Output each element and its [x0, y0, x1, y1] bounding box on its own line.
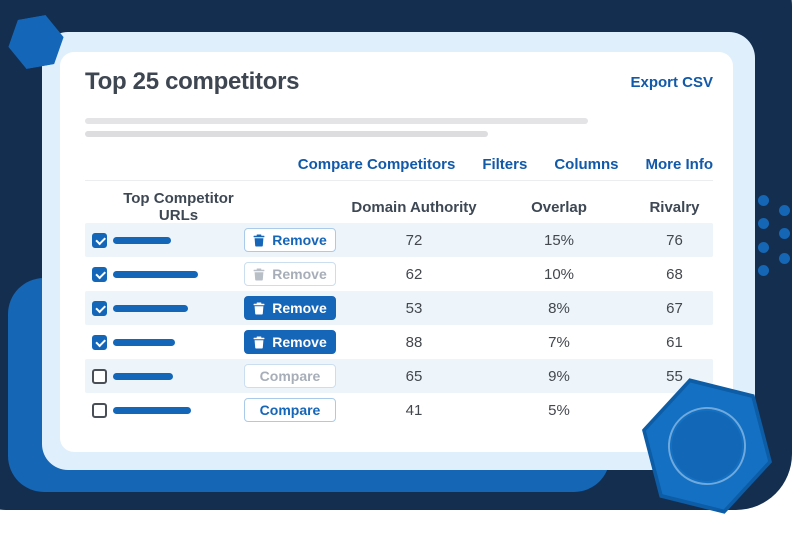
dot: [779, 205, 790, 216]
table-row: Compare 41 5%: [85, 393, 713, 427]
domain-authority-value: 65: [405, 367, 423, 385]
trash-icon: [253, 336, 265, 349]
row-action-label: Remove: [272, 334, 327, 350]
table-row: Remove 62 10% 68: [85, 257, 713, 291]
more-info-link[interactable]: More Info: [645, 155, 714, 173]
card-header: Top 25 competitors Export CSV: [85, 68, 713, 96]
column-header-urls: Top Competitor URLs: [123, 190, 234, 224]
dot: [779, 253, 790, 264]
row-checkbox[interactable]: [92, 266, 107, 282]
row-action-button[interactable]: Remove: [244, 262, 336, 286]
row-action-button[interactable]: Compare: [244, 398, 336, 422]
dot: [758, 265, 769, 276]
overlap-value: 15%: [543, 231, 575, 249]
dot: [758, 195, 769, 206]
domain-authority-value: 62: [405, 265, 423, 283]
table-toolbar: Compare Competitors Filters Columns More…: [85, 153, 713, 175]
skeleton-text-bar: [85, 131, 488, 137]
overlap-value: 8%: [548, 299, 570, 317]
row-checkbox[interactable]: [92, 300, 107, 316]
rivalry-value: 67: [666, 299, 683, 317]
rivalry-value: 68: [666, 265, 683, 283]
url-placeholder-bar: [113, 406, 191, 414]
row-action-button[interactable]: Compare: [244, 364, 336, 388]
url-placeholder-bar: [113, 304, 188, 312]
row-checkbox[interactable]: [92, 368, 107, 384]
row-action-button[interactable]: Remove: [244, 330, 336, 354]
divider: [85, 180, 713, 181]
domain-authority-value: 53: [405, 299, 423, 317]
column-header-overlap: Overlap: [531, 198, 587, 216]
dot: [758, 242, 769, 253]
competitors-table: Top Competitor URLs Domain Authority Ove…: [85, 190, 713, 427]
row-action-button[interactable]: Remove: [244, 228, 336, 252]
table-row: Remove 53 8% 67: [85, 291, 713, 325]
rivalry-value: 61: [666, 333, 683, 351]
row-action-label: Compare: [259, 402, 321, 418]
column-header-domain-authority: Domain Authority: [351, 198, 477, 216]
page-title: Top 25 competitors: [85, 68, 300, 95]
rivalry-value: 76: [666, 231, 683, 249]
competitors-card: Top 25 competitors Export CSV Compare Co…: [60, 52, 733, 452]
row-checkbox[interactable]: [92, 232, 107, 248]
dot: [779, 228, 790, 239]
row-action-button[interactable]: Remove: [244, 296, 336, 320]
row-action-label: Remove: [272, 232, 327, 248]
dot: [758, 218, 769, 229]
overlap-value: 7%: [548, 333, 570, 351]
row-action-label: Remove: [272, 300, 327, 316]
column-header-rivalry: Rivalry: [649, 198, 700, 216]
overlap-value: 10%: [543, 265, 575, 283]
rivalry-value: 55: [666, 367, 683, 385]
url-placeholder-bar: [113, 338, 175, 346]
url-placeholder-bar: [113, 270, 198, 278]
row-checkbox[interactable]: [92, 334, 107, 350]
table-row: Remove 72 15% 76: [85, 223, 713, 257]
trash-icon: [253, 302, 265, 315]
export-csv-button[interactable]: Export CSV: [630, 74, 713, 91]
overlap-value: 5%: [548, 401, 570, 419]
trash-icon: [253, 234, 265, 247]
row-action-label: Compare: [259, 368, 321, 384]
table-header-row: Top Competitor URLs Domain Authority Ove…: [85, 190, 713, 224]
trash-icon: [253, 268, 265, 281]
domain-authority-value: 88: [405, 333, 423, 351]
row-checkbox[interactable]: [92, 402, 107, 418]
decorative-dot-grid: [752, 190, 800, 285]
overlap-value: 9%: [548, 367, 570, 385]
filters-link[interactable]: Filters: [482, 155, 528, 173]
hexagon-ring: [660, 399, 755, 494]
table-row: Compare 65 9% 55: [85, 359, 713, 393]
hexagon-disc: [665, 404, 750, 489]
domain-authority-value: 41: [405, 401, 423, 419]
table-row: Remove 88 7% 61: [85, 325, 713, 359]
row-action-label: Remove: [272, 266, 327, 282]
url-placeholder-bar: [113, 372, 173, 380]
columns-link[interactable]: Columns: [554, 155, 619, 173]
skeleton-text-bar: [85, 118, 588, 124]
url-placeholder-bar: [113, 236, 171, 244]
domain-authority-value: 72: [405, 231, 423, 249]
compare-competitors-link[interactable]: Compare Competitors: [297, 155, 456, 173]
